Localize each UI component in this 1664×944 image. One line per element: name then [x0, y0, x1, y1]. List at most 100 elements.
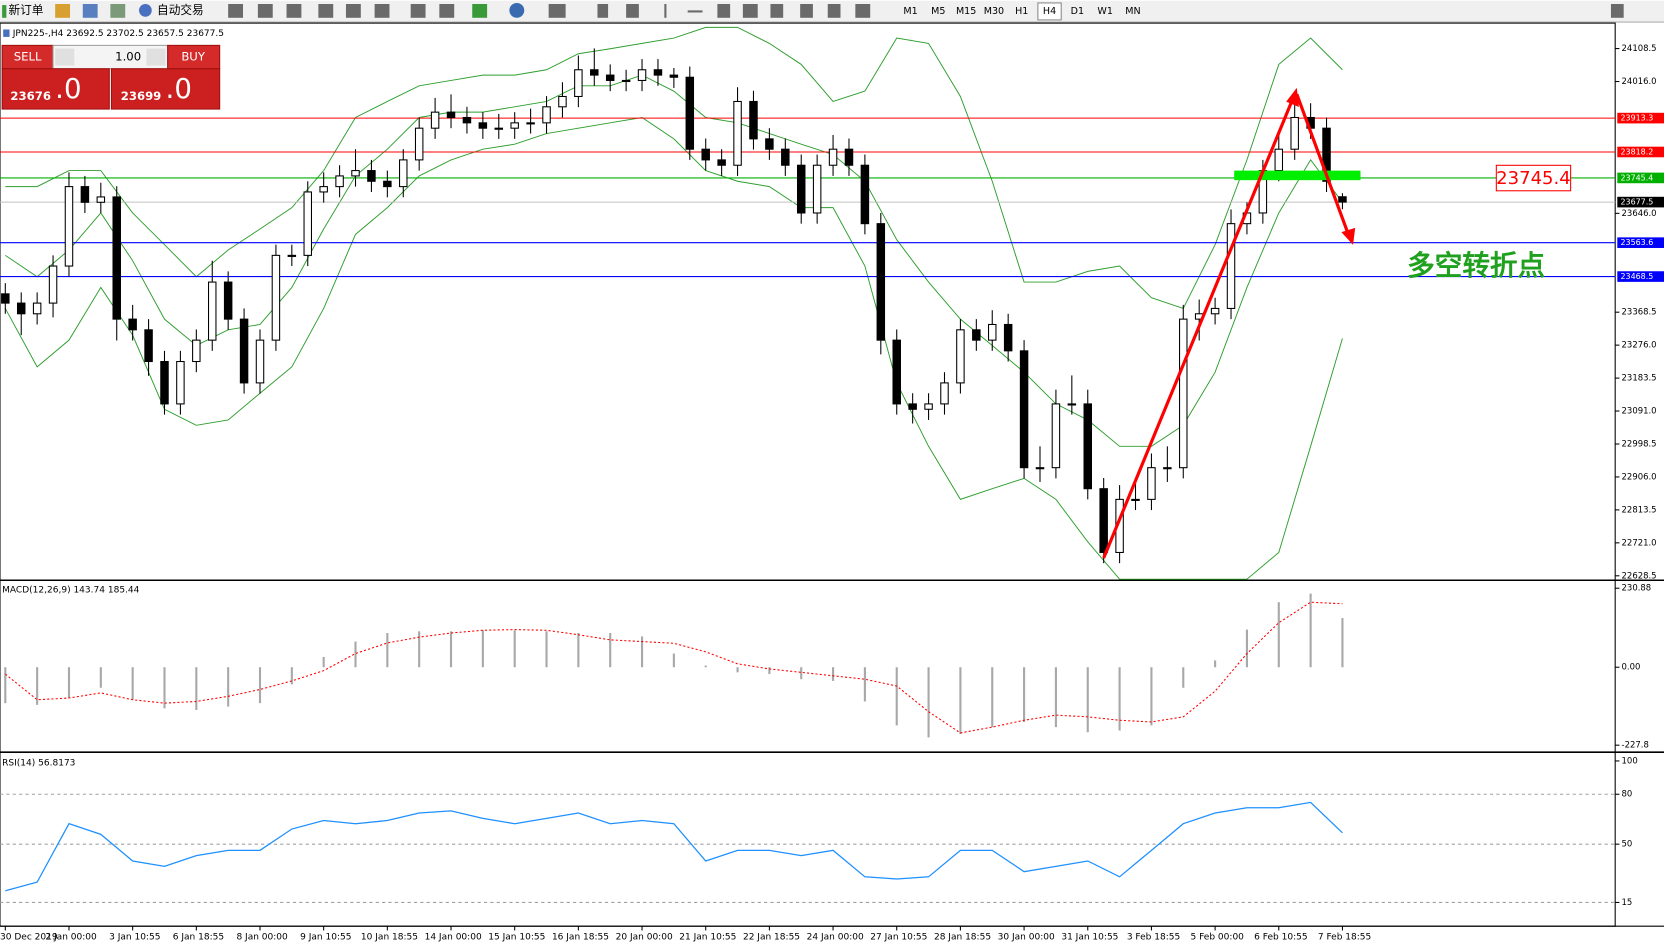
sell-price-box[interactable]	[1, 68, 110, 110]
timeframe-button[interactable]: H1	[1015, 6, 1028, 17]
tool-icon[interactable]	[742, 4, 758, 18]
plot-layer	[0, 26, 1616, 903]
main-title: JPN225-,H4 23692.5 23702.5 23657.5 23677…	[12, 29, 224, 39]
candle-body	[1019, 350, 1029, 469]
tool-icon[interactable]	[286, 4, 302, 18]
tool-icon[interactable]	[374, 4, 390, 18]
tool-icon[interactable]	[800, 4, 813, 18]
tool-icon[interactable]	[410, 4, 426, 18]
tool-icon[interactable]	[548, 4, 566, 18]
buy-pips[interactable]: .0	[166, 72, 192, 105]
level-label: 23468.5	[1620, 272, 1653, 281]
timeframe-button[interactable]: M5	[931, 6, 945, 17]
timeframe-button[interactable]: M30	[984, 6, 1004, 17]
tool-icon[interactable]	[855, 4, 871, 18]
candle-body	[1131, 498, 1140, 501]
lots-down[interactable]	[55, 48, 75, 66]
turning-point-note: 多空转折点	[1407, 249, 1545, 282]
candle-body	[430, 111, 440, 129]
tool-icon[interactable]	[509, 2, 525, 18]
candle-body	[1210, 307, 1220, 315]
tool-icon[interactable]	[770, 4, 784, 18]
tool-icon[interactable]	[439, 4, 455, 18]
buy-label[interactable]: BUY	[181, 50, 206, 64]
candle-body	[160, 360, 169, 405]
sell-price[interactable]: 23676	[10, 89, 51, 103]
x-tick-label: 3 Jan 10:55	[109, 932, 160, 942]
candle-body	[605, 74, 615, 81]
candle-body	[765, 138, 774, 150]
level-tag	[1617, 146, 1664, 158]
tool-icon[interactable]	[827, 4, 841, 18]
tool-icon[interactable]	[318, 4, 334, 18]
candle-body	[574, 69, 583, 98]
tool-icon[interactable]	[626, 4, 639, 18]
rsi-line	[5, 801, 1343, 892]
sell-pips[interactable]: .0	[55, 72, 81, 105]
candle-body	[1083, 403, 1092, 490]
y-tick-label: 23183.5	[1622, 373, 1657, 383]
trade-panel: SELL 1.00 BUY 23676 .0 23699 .0	[1, 44, 221, 110]
candle-body	[96, 196, 106, 203]
candle-body	[828, 148, 838, 166]
tool-icon[interactable]	[228, 4, 244, 18]
candle-body	[844, 148, 854, 166]
tool-icon[interactable]	[55, 4, 71, 18]
search-icon[interactable]	[1610, 4, 1624, 18]
tool-icon[interactable]	[664, 4, 667, 18]
level-label: 23818.2	[1620, 147, 1653, 156]
candle-body	[972, 329, 981, 341]
candle-body	[1051, 403, 1061, 469]
timeframe-button[interactable]: D1	[1071, 6, 1084, 17]
timeframe-button[interactable]: W1	[1097, 6, 1113, 17]
auto-trade-icon[interactable]	[139, 4, 152, 17]
candle-body	[1035, 467, 1045, 470]
candle-body	[1, 293, 10, 304]
candle-body	[223, 281, 233, 320]
macd-title: MACD(12,26,9) 143.74 185.44	[2, 585, 140, 595]
candle-body	[526, 122, 535, 125]
candle-body	[1338, 196, 1347, 203]
timeframe-button[interactable]: H4	[1043, 6, 1056, 17]
candle-body	[1179, 318, 1188, 469]
y-tick-label: 23091.0	[1622, 406, 1657, 416]
new-order-button[interactable]: 新订单	[8, 3, 43, 17]
sell-label[interactable]: SELL	[14, 50, 42, 64]
buy-price-box[interactable]	[110, 68, 221, 110]
timeframe-button[interactable]: MN	[1125, 6, 1140, 17]
x-tick-label: 28 Jan 18:55	[934, 932, 991, 942]
candle-body	[1226, 223, 1236, 309]
candle-body	[383, 180, 392, 188]
candle-body	[16, 302, 26, 315]
tool-icon[interactable]	[687, 10, 703, 13]
arrow-head	[1286, 87, 1299, 107]
candle-body	[399, 159, 408, 188]
lots-value[interactable]: 1.00	[115, 50, 141, 64]
tool-icon[interactable]	[110, 4, 126, 18]
x-tick-label: 24 Jan 00:00	[807, 932, 864, 942]
timeframe-button[interactable]: M1	[903, 6, 917, 17]
timeframe-button[interactable]: M15	[956, 6, 976, 17]
tool-icon[interactable]	[717, 4, 731, 18]
tool-icon[interactable]	[472, 4, 488, 18]
tool-icon[interactable]	[597, 4, 609, 18]
x-tick-label: 10 Jan 18:55	[361, 932, 418, 942]
pivot-zone	[1234, 170, 1361, 181]
lots-up[interactable]	[146, 48, 166, 66]
y-tick-label: 50	[1622, 839, 1633, 849]
auto-trade-button[interactable]: 自动交易	[157, 3, 204, 17]
candle-body	[367, 170, 376, 182]
candle-body	[637, 69, 647, 81]
trend-arrows	[1102, 93, 1352, 559]
tool-icon[interactable]	[345, 4, 361, 18]
candle-body	[176, 360, 185, 405]
tool-icon[interactable]	[82, 4, 98, 18]
new-order-icon[interactable]	[2, 5, 7, 18]
buy-price[interactable]: 23699	[121, 89, 162, 103]
candle-body	[271, 254, 281, 341]
y-tick-label: 23276.0	[1622, 340, 1657, 350]
candle-body	[558, 95, 567, 108]
toolbar-icons	[228, 2, 1624, 18]
tool-icon[interactable]	[257, 4, 273, 18]
